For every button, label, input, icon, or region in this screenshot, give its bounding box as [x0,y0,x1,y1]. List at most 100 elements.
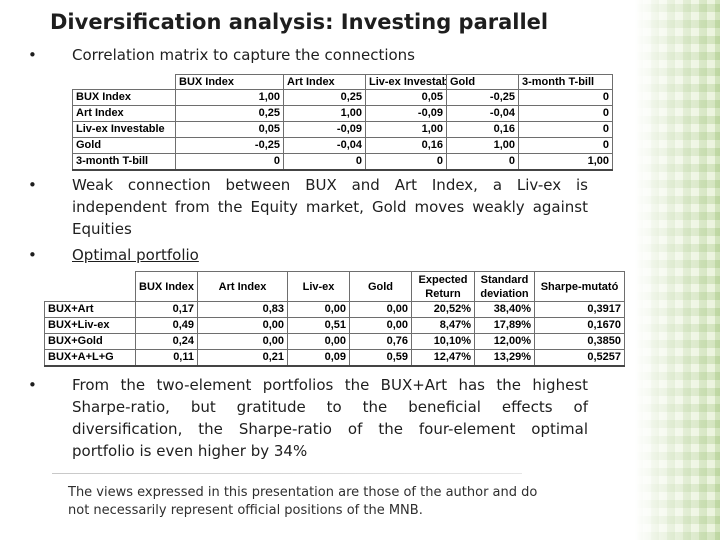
cell: 20,52% [411,301,475,318]
decorative-grid-stripe [635,0,720,540]
cell: 0,3850 [534,333,625,350]
cell: 0,11 [135,349,198,367]
cell: 0,00 [287,301,350,318]
optimal-portfolio-table: BUX Index Art Index Liv-ex Gold Expected… [44,271,625,367]
table-row: BUX+Gold 0,24 0,00 0,00 0,76 10,10% 12,0… [44,333,625,350]
cell: 0,00 [349,317,412,334]
row-label: BUX Index [72,89,176,106]
cell: 0,00 [197,333,288,350]
row-label: Art Index [72,105,176,122]
cell: 1,00 [446,137,519,154]
bullet-marker: • [28,376,37,394]
bullet-text: Correlation matrix to capture the connec… [72,46,416,64]
cell: 0 [518,105,613,122]
cell: 0,24 [135,333,198,350]
column-header: Sharpe-mutató [534,271,625,302]
column-header: 3-month T-bill [518,74,613,90]
cell: 38,40% [474,301,535,318]
column-header: BUX Index [175,74,284,90]
cell: 0,1670 [534,317,625,334]
bullet-marker: • [28,246,37,264]
column-header: Gold [446,74,519,90]
cell: 0,49 [135,317,198,334]
row-label: 3-month T-bill [72,153,176,171]
cell: -0,09 [365,105,447,122]
corner-cell [72,74,176,90]
cell: 0,05 [365,89,447,106]
cell: 0,51 [287,317,350,334]
bullet-correlation: • Correlation matrix to capture the conn… [28,44,592,66]
row-label: BUX+Gold [44,333,136,350]
row-label: BUX+Liv-ex [44,317,136,334]
cell: 0,25 [283,89,366,106]
table-row: Liv-ex Investable 0,05 -0,09 1,00 0,16 0 [72,121,613,138]
table-row: BUX Index 1,00 0,25 0,05 -0,25 0 [72,89,613,106]
table-row: BUX+Art 0,17 0,83 0,00 0,00 20,52% 38,40… [44,301,625,318]
cell: 0,59 [349,349,412,367]
cell: -0,04 [283,137,366,154]
table-row: 3-month T-bill 0 0 0 0 1,00 [72,153,613,171]
cell: 0,16 [446,121,519,138]
cell: 0 [518,121,613,138]
cell: 13,29% [474,349,535,367]
cell: 1,00 [283,105,366,122]
cell: 0,5257 [534,349,625,367]
cell: 0,76 [349,333,412,350]
cell: 0,00 [349,301,412,318]
cell: 17,89% [474,317,535,334]
cell: 12,00% [474,333,535,350]
cell: 0 [518,89,613,106]
column-header: Expected Return [411,271,475,302]
footer-divider [52,473,522,474]
cell: 0 [518,137,613,154]
cell: 0,16 [365,137,447,154]
column-header: Gold [349,271,412,302]
column-header: Liv-ex Investable [365,74,447,90]
corner-cell [44,271,136,302]
cell: 1,00 [365,121,447,138]
bullet-marker: • [28,46,37,64]
cell: 12,47% [411,349,475,367]
row-label: Liv-ex Investable [72,121,176,138]
row-label: BUX+A+L+G [44,349,136,367]
cell: 0,83 [197,301,288,318]
slide-title: Diversification analysis: Investing para… [50,10,549,34]
bullet-text: Optimal portfolio [72,246,199,264]
table-row: Art Index 0,25 1,00 -0,09 -0,04 0 [72,105,613,122]
column-header: Liv-ex [287,271,350,302]
column-header: Art Index [283,74,366,90]
bullet-text: Weak connection between BUX and Art Inde… [72,176,588,238]
bullet-text: From the two-element portfolios the BUX+… [72,376,588,460]
disclaimer-footer: The views expressed in this presentation… [68,485,538,518]
correlation-matrix-table: BUX Index Art Index Liv-ex Investable Go… [72,74,613,171]
cell: -0,09 [283,121,366,138]
column-header: Standard deviation [474,271,535,302]
cell: 0 [365,153,447,171]
table-row: Gold -0,25 -0,04 0,16 1,00 0 [72,137,613,154]
table-row: BUX+A+L+G 0,11 0,21 0,09 0,59 12,47% 13,… [44,349,625,367]
cell: 0 [175,153,284,171]
cell: 1,00 [518,153,613,171]
cell: 0,17 [135,301,198,318]
cell: -0,25 [175,137,284,154]
column-header: Art Index [197,271,288,302]
row-label: BUX+Art [44,301,136,318]
bullet-marker: • [28,176,37,194]
cell: 0,09 [287,349,350,367]
cell: 0,00 [287,333,350,350]
cell: 0,21 [197,349,288,367]
bullet-weak-connection: • Weak connection between BUX and Art In… [28,174,588,240]
cell: 0,25 [175,105,284,122]
column-header: BUX Index [135,271,198,302]
bullet-optimal-portfolio: • Optimal portfolio [28,244,372,266]
cell: 0,05 [175,121,284,138]
table-row: BUX+Liv-ex 0,49 0,00 0,51 0,00 8,47% 17,… [44,317,625,334]
cell: 8,47% [411,317,475,334]
cell: 0,3917 [534,301,625,318]
cell: 1,00 [175,89,284,106]
row-label: Gold [72,137,176,154]
cell: 0 [446,153,519,171]
bullet-conclusion: • From the two-element portfolios the BU… [28,374,588,462]
cell: 0,00 [197,317,288,334]
cell: 0 [283,153,366,171]
